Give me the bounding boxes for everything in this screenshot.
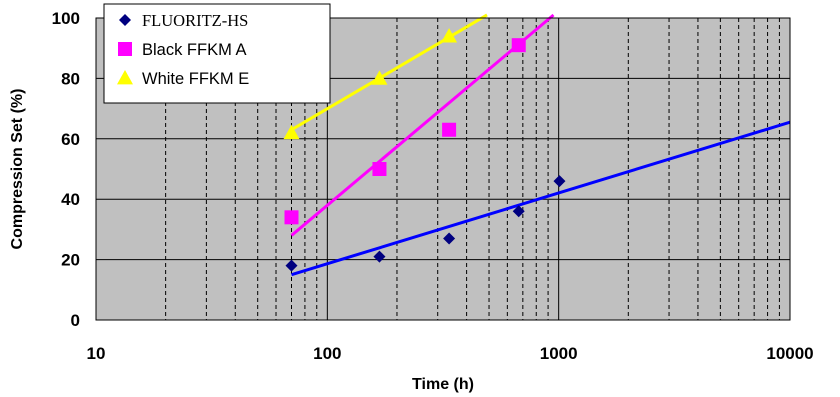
x-axis-title: Time (h) [412, 376, 474, 393]
legend-label: FLUORITZ-HS [142, 11, 248, 30]
y-tick-label: 80 [61, 69, 80, 88]
y-tick-label: 0 [71, 311, 80, 330]
data-point [373, 250, 386, 263]
data-point [441, 28, 458, 43]
data-point [511, 38, 526, 53]
y-axis-ticks: 0 20 40 60 80 100 [52, 9, 80, 330]
y-tick-label: 60 [61, 130, 80, 149]
trend-line [290, 13, 488, 132]
legend-label: Black FFKM A [142, 41, 247, 59]
data-point [372, 162, 387, 176]
x-tick-label: 10 [87, 344, 106, 363]
x-axis-ticks: 10 100 1000 10000 [87, 344, 814, 363]
legend-label: White FFKM E [142, 70, 249, 88]
trend-line [291, 120, 791, 277]
data-markers [283, 28, 566, 272]
y-tick-label: 40 [61, 190, 80, 209]
legend-marker [118, 42, 132, 56]
data-point [285, 259, 298, 272]
trend-line [290, 13, 555, 237]
data-point [371, 70, 388, 85]
y-axis-title: Compression Set (%) [9, 89, 26, 250]
data-point [442, 122, 457, 137]
data-point [553, 175, 566, 188]
x-tick-label: 100 [313, 344, 341, 363]
y-tick-label: 20 [61, 251, 80, 270]
legend-box [103, 3, 331, 104]
x-tick-label: 1000 [540, 344, 578, 363]
data-point [443, 232, 456, 245]
x-tick-label: 10000 [766, 344, 813, 363]
y-tick-label: 100 [52, 9, 80, 28]
legend-marker [117, 70, 133, 85]
legend: FLUORITZ-HS Black FFKM A White FFKM E [103, 3, 331, 104]
data-point [284, 210, 299, 225]
data-point [283, 124, 300, 140]
legend-marker [119, 14, 131, 26]
plot-border [95, 17, 791, 321]
trend-lines [290, 13, 791, 277]
data-point [512, 205, 525, 218]
